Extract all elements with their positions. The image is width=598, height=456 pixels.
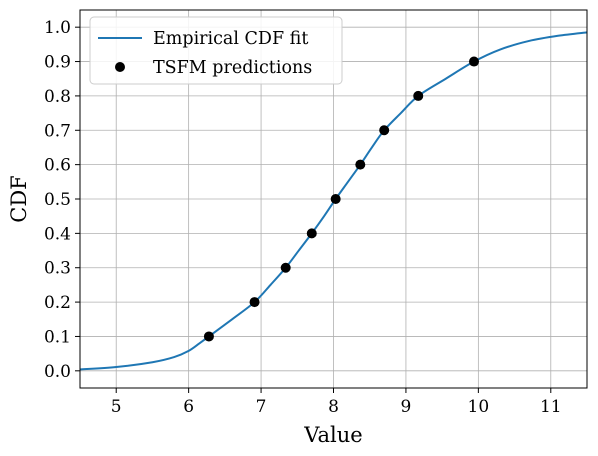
tsfm-prediction-point — [469, 56, 480, 67]
series-lines — [79, 31, 588, 371]
x-tick-label: 10 — [468, 397, 490, 417]
x-axis-label: Value — [303, 423, 362, 447]
empirical-cdf-fit-line — [79, 31, 588, 371]
y-tick-label: 0.7 — [44, 121, 71, 141]
y-tick-label: 0.3 — [44, 259, 71, 279]
x-tick-label: 5 — [111, 397, 122, 417]
y-tick-label: 0.5 — [44, 190, 71, 210]
y-tick-label: 0.6 — [44, 156, 71, 176]
x-tick-label: 6 — [183, 397, 194, 417]
series-points — [203, 56, 480, 342]
y-tick-label: 0.0 — [44, 362, 71, 382]
legend-box — [89, 16, 343, 85]
x-tick-label: 7 — [256, 397, 267, 417]
tsfm-prediction-point — [413, 90, 424, 101]
tsfm-prediction-point — [330, 194, 341, 204]
x-tick-label: 11 — [540, 397, 562, 417]
tsfm-prediction-point — [203, 331, 214, 342]
x-tick-label: 9 — [401, 397, 412, 417]
y-tick-label: 0.1 — [44, 327, 71, 347]
legend-dot-swatch — [115, 62, 125, 72]
tsfm-prediction-point — [306, 228, 317, 239]
y-tick-label: 0.9 — [44, 53, 71, 73]
axis-ticks: 5 6 7 8 9 10 11 0.0 0.1 0.2 0.3 0.4 0.5 0.6 0.7 0.8 0.9 1… — [44, 18, 562, 417]
tsfm-prediction-point — [249, 297, 260, 308]
y-tick-label: 0.4 — [44, 224, 71, 244]
tsfm-prediction-point — [355, 159, 366, 170]
plot-frame — [79, 9, 588, 389]
y-tick-label: 1.0 — [44, 18, 71, 38]
legend-label-fit: Empirical CDF fit — [153, 29, 308, 49]
y-axis-label: CDF — [7, 175, 31, 222]
y-tick-label: 0.2 — [44, 293, 71, 313]
legend: Empirical CDF fit TSFM predictions — [89, 16, 343, 85]
tsfm-prediction-point — [280, 262, 291, 273]
legend-label-predictions: TSFM predictions — [153, 58, 312, 78]
y-tick-label: 0.8 — [44, 87, 71, 107]
tsfm-prediction-point — [379, 125, 390, 136]
x-tick-label: 8 — [328, 397, 339, 417]
